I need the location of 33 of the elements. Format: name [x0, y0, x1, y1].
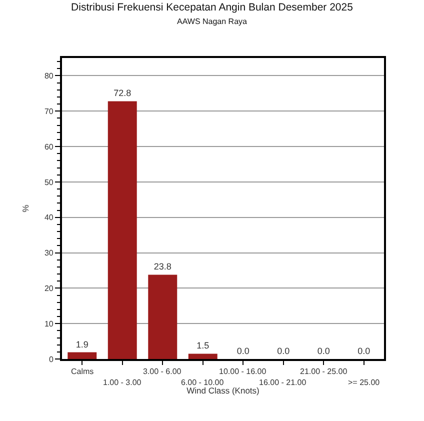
x-tick-label: 6.00 - 10.00: [181, 378, 224, 387]
x-tick-label: 10.00 - 16.00: [219, 367, 267, 376]
x-tick-label: Calms: [71, 367, 94, 376]
y-tick-label: 60: [44, 142, 54, 152]
data-label: 1.9: [76, 339, 88, 350]
bar: [148, 274, 178, 359]
data-label: 0.0: [317, 346, 330, 356]
y-tick-label: 80: [44, 72, 54, 81]
bar: [68, 352, 97, 359]
y-tick-label: 10: [44, 319, 54, 328]
chart-title: Distribusi Frekuensi Kecepatan Angin Bulan Desember 2025: [71, 2, 354, 14]
data-label: 0.0: [277, 346, 290, 356]
y-axis-title: %: [20, 204, 31, 212]
x-tick-label: 21.00 - 25.00: [300, 367, 348, 376]
bar: [188, 354, 218, 359]
x-tick-label: 1.00 - 3.00: [103, 378, 142, 387]
x-axis-title: Wind Class (Knots): [186, 386, 260, 396]
x-tick-label: 16.00 - 21.00: [259, 378, 307, 387]
chart-subtitle: AAWS Nagan Raya: [177, 17, 248, 26]
y-tick-label: 30: [44, 248, 54, 258]
data-label: 23.8: [154, 262, 172, 272]
data-label: 0.0: [358, 346, 370, 356]
y-tick-label: 0: [48, 354, 54, 364]
y-tick-label: 20: [44, 284, 54, 293]
data-label: 72.8: [114, 88, 132, 98]
y-tick-label: 50: [44, 178, 54, 187]
y-tick-label: 70: [44, 106, 54, 116]
y-tick-label: 40: [44, 213, 54, 222]
x-tick-label: >= 25.00: [348, 378, 380, 387]
x-tick-label: 3.00 - 6.00: [143, 367, 182, 376]
data-label: 0.0: [236, 346, 250, 356]
data-label: 1.5: [196, 340, 210, 351]
bar: [108, 101, 137, 359]
